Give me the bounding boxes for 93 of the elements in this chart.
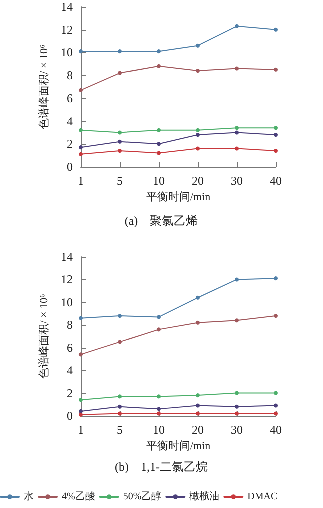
x-tick-label: 1 (78, 174, 84, 188)
point (196, 44, 200, 48)
point (196, 296, 200, 300)
point (235, 66, 239, 71)
point (79, 50, 83, 54)
point (157, 64, 161, 68)
point (157, 315, 161, 320)
x-tick-label: 1 (78, 423, 84, 437)
legend-label: 橄榄油 (190, 490, 220, 502)
text: (b) 1,1-二氯乙烷 (115, 460, 208, 474)
point (118, 404, 122, 409)
x-tick-label: 20 (192, 423, 204, 437)
point (118, 71, 122, 76)
point (274, 68, 278, 72)
y-tick-label: 4 (67, 114, 73, 128)
point (274, 28, 278, 32)
point (157, 407, 161, 412)
point (118, 314, 122, 318)
x-tick-label: 5 (117, 423, 123, 437)
point (196, 128, 200, 132)
point (79, 146, 83, 150)
x-tick-label: 20 (192, 174, 204, 188)
legend-label: 50%乙醇 (123, 490, 162, 502)
x-axis-title: 平衡时间/min (146, 190, 212, 204)
point (118, 130, 122, 135)
point (196, 133, 200, 137)
point (118, 140, 122, 144)
point (274, 126, 278, 130)
point (196, 69, 200, 73)
y-tick-label: 0 (67, 409, 73, 423)
point (274, 133, 278, 137)
point (235, 126, 239, 130)
x-tick-label: 30 (231, 174, 243, 188)
point (235, 146, 239, 151)
point (235, 404, 239, 409)
point (79, 128, 83, 132)
point (235, 130, 239, 135)
y-tick-label: 10 (61, 295, 73, 310)
point (196, 320, 200, 325)
point (157, 128, 161, 132)
y-tick-label: 2 (67, 386, 73, 400)
y-tick-label: 8 (67, 318, 73, 332)
y-axis-title: 色谱峰面积/ × 10⁶ (38, 44, 51, 130)
y-tick-label: 14 (61, 0, 73, 14)
point (157, 142, 161, 146)
point (157, 50, 161, 54)
point (235, 318, 239, 323)
point (196, 404, 200, 408)
legend-label: 4%乙酸 (62, 490, 96, 502)
text: (a) 聚氯乙烯 (124, 214, 198, 228)
point (235, 24, 239, 28)
point (118, 50, 122, 54)
legend-label: DMAC (248, 492, 278, 502)
y-tick-label: 12 (61, 272, 73, 287)
x-tick-label: 10 (153, 174, 165, 188)
y-tick-label: 8 (67, 68, 73, 83)
y-tick-label: 6 (67, 91, 73, 106)
y-tick-label: 14 (61, 250, 73, 264)
point (79, 398, 83, 402)
point (79, 352, 83, 357)
x-tick-label: 10 (153, 423, 165, 437)
point (196, 394, 200, 398)
x-tick-label: 5 (117, 174, 123, 188)
x-tick-label: 30 (231, 423, 243, 437)
point (274, 314, 278, 318)
y-tick-label: 6 (67, 340, 73, 355)
point (235, 278, 239, 282)
x-axis-title: 平衡时间/min (146, 439, 212, 452)
x-tick-label: 40 (270, 174, 282, 188)
point (274, 391, 278, 396)
point (196, 146, 200, 151)
point (274, 404, 278, 408)
y-tick-label: 12 (61, 22, 73, 37)
point (118, 149, 122, 153)
point (157, 328, 161, 332)
point (157, 151, 161, 156)
y-tick-label: 2 (67, 137, 73, 152)
point (274, 276, 278, 281)
legend-label: 水 (24, 490, 34, 502)
x-tick-label: 40 (270, 423, 282, 437)
point (79, 409, 83, 414)
point (118, 340, 122, 344)
y-tick-label: 0 (67, 160, 73, 174)
y-tick-label: 10 (61, 46, 73, 60)
point (118, 394, 122, 399)
point (235, 391, 239, 396)
point (274, 149, 278, 153)
point (79, 152, 83, 156)
point (79, 88, 83, 92)
y-axis-title: 色谱峰面积/ × 10⁶ (38, 294, 51, 379)
point (157, 394, 161, 399)
point (79, 316, 83, 320)
y-tick-label: 4 (67, 364, 73, 378)
